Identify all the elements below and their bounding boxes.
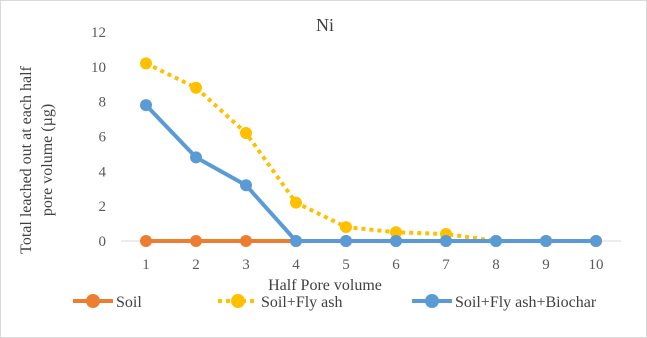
data-point [140, 235, 152, 247]
x-axis-title: Half Pore volume [268, 277, 382, 294]
x-tick-label: 1 [142, 257, 150, 273]
legend-swatch-marker [425, 294, 439, 308]
legend-item: Soil+Fly ash+Biochar [412, 294, 597, 311]
y-axis-title: Total leached out at each half pore volu… [18, 65, 56, 253]
y-tick-label: 4 [99, 164, 107, 180]
data-point [190, 81, 202, 94]
data-point [340, 221, 352, 234]
data-point [240, 235, 252, 247]
legend: Soil Soil+Fly ash Soil+Fly ash+Biochar [73, 294, 597, 311]
y-axis-title-line1: Total leached out at each half [18, 65, 35, 253]
legend-label: Soil [116, 294, 142, 311]
legend-swatch-marker [86, 294, 100, 308]
data-point [340, 235, 352, 247]
data-point [440, 235, 452, 247]
y-tick-label: 12 [91, 25, 106, 41]
x-tick-label: 2 [192, 257, 200, 273]
data-point [240, 127, 252, 140]
data-point [140, 57, 152, 70]
y-tick-label: 8 [99, 95, 107, 111]
y-tick-label: 0 [99, 234, 107, 250]
data-point [540, 235, 552, 247]
legend-label: Soil+Fly ash+Biochar [455, 294, 597, 311]
data-point [240, 179, 252, 192]
x-tick-label: 3 [242, 257, 250, 273]
data-point [390, 226, 402, 239]
chart-title: Ni [316, 15, 334, 35]
data-point [290, 196, 302, 209]
x-tick-label: 7 [442, 257, 450, 273]
data-point [490, 235, 502, 247]
data-point [290, 235, 302, 247]
y-tick-label: 2 [99, 199, 107, 215]
y-tick-label: 6 [99, 130, 107, 146]
legend-label: Soil+Fly ash [261, 294, 342, 311]
series-line-2 [144, 103, 596, 243]
legend-item: Soil [73, 294, 142, 311]
data-point [140, 99, 152, 112]
x-tick-label: 6 [392, 257, 400, 273]
x-tick-label: 4 [292, 257, 300, 273]
data-point [190, 235, 202, 247]
data-point [390, 235, 402, 247]
x-tick-label: 10 [589, 257, 604, 273]
x-tick-label: 8 [492, 257, 500, 273]
legend-swatch-marker [231, 294, 245, 308]
legend-item: Soil+Fly ash [218, 294, 342, 311]
data-point [590, 235, 602, 247]
x-tick-label: 9 [542, 257, 550, 273]
y-tick-label: 10 [91, 60, 106, 76]
data-point [190, 151, 202, 164]
y-axis-title-line2: pore volume (µg) [39, 104, 56, 216]
x-tick-label: 5 [342, 257, 350, 273]
